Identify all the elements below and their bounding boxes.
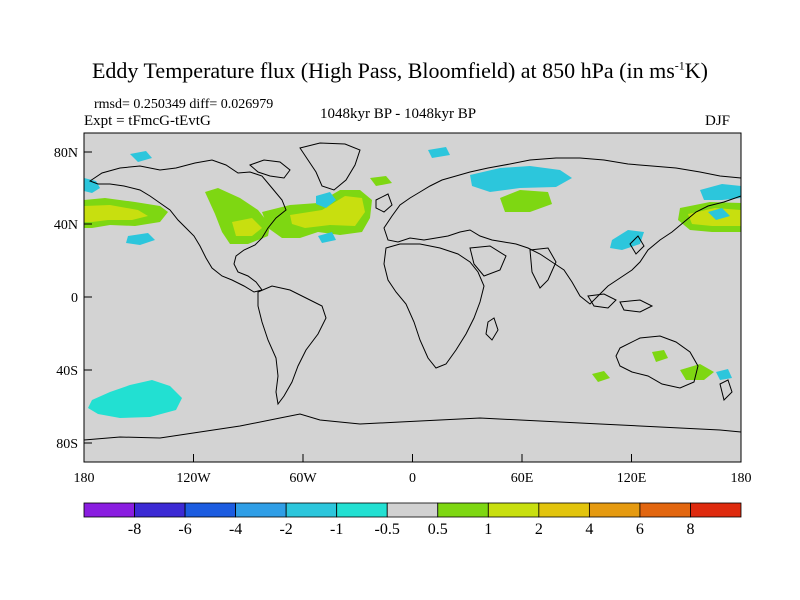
lat-tick-label: 0 — [71, 291, 78, 306]
contour-green-arctic — [370, 176, 392, 186]
lon-tick-label: 120W — [176, 471, 211, 486]
coast-greenland — [299, 142, 361, 191]
colorbar-label: 0.5 — [427, 521, 448, 538]
colorbar-swatch — [386, 502, 439, 518]
coast-new-guinea — [619, 299, 654, 313]
coastlines — [84, 142, 741, 441]
colorbar-label: -1 — [330, 521, 344, 538]
contour-green-central-asia — [500, 190, 552, 212]
contour-yellow-pacific-west — [84, 205, 148, 222]
contour-cyan-pacific-east-small — [708, 208, 730, 220]
colorbar-swatch — [336, 502, 388, 518]
lon-tick-label: 0 — [409, 471, 416, 486]
colorbar-swatch — [235, 502, 287, 518]
colorbar-label: -0.5 — [374, 521, 400, 538]
coast-japan — [629, 235, 645, 255]
stats-label: rmsd= 0.250349 diff= 0.026979 — [94, 97, 274, 112]
contour-cyan-arctic-center — [428, 147, 450, 158]
lon-tick-label: 180 — [74, 471, 95, 486]
colorbar-label: 6 — [635, 521, 644, 538]
contour-green-indian-ocean — [592, 371, 610, 382]
colorbar — [83, 502, 742, 518]
coast-britain — [375, 193, 393, 213]
colorbar-swatch — [83, 502, 135, 518]
coast-antarctica — [84, 413, 741, 441]
contour-cyan-arctic-west — [130, 151, 152, 162]
colorbar-label: 4 — [585, 521, 594, 538]
coast-india — [529, 247, 557, 289]
contour-cyan-pacific-nw — [84, 178, 100, 193]
colorbar-label: 1 — [484, 521, 493, 538]
title-superscript: -1 — [674, 58, 685, 73]
coast-new-zealand — [719, 379, 733, 401]
lon-tick-label: 120E — [617, 471, 647, 486]
lon-tick-label: 60E — [511, 471, 534, 486]
colorbar-label: -6 — [178, 521, 192, 538]
coast-north-america — [88, 159, 287, 293]
colorbar-label: -4 — [228, 521, 243, 538]
colorbar-swatch — [184, 502, 237, 518]
colorbar-label: -8 — [127, 521, 142, 538]
lat-tick-label: 40S — [56, 364, 78, 379]
season-label: DJF — [705, 113, 731, 129]
colorbar-swatch — [487, 502, 540, 518]
colorbar-swatch — [690, 502, 742, 518]
longitude-ticks: 180 120W 60W 0 60E 120E 180 — [74, 454, 752, 486]
coast-africa — [383, 243, 485, 369]
coast-arabia — [469, 245, 507, 277]
anomaly-contours — [84, 147, 741, 418]
contour-cyan-siberia — [470, 166, 572, 192]
coast-canadian-arctic — [249, 159, 291, 179]
colorbar-label: 8 — [686, 521, 695, 538]
coast-australia — [615, 335, 699, 389]
lat-tick-label: 40N — [54, 218, 78, 233]
map-background — [84, 133, 741, 462]
contour-cyan-tasman — [716, 369, 732, 380]
contour-cyan-east-asia — [610, 230, 644, 250]
colorbar-swatch — [639, 502, 691, 518]
colorbar-label: -2 — [279, 521, 293, 538]
contour-cyan-nw-pacific — [700, 184, 741, 200]
lon-tick-label: 60W — [289, 471, 317, 486]
contour-yellow-north-atlantic — [290, 196, 365, 228]
colorbar-swatch — [538, 502, 590, 518]
coast-borneo — [587, 293, 617, 309]
colorbar-swatch — [285, 502, 338, 518]
coast-madagascar — [485, 317, 499, 341]
experiment-label: Expt = tFmcG-tEvtG — [84, 113, 211, 129]
lat-tick-label: 80S — [56, 437, 78, 452]
contour-cyan-atlantic — [316, 192, 336, 208]
map-title: Eddy Temperature flux (High Pass, Bloomf… — [0, 58, 800, 84]
title-suffix-text: K) — [684, 58, 708, 83]
latitude-ticks: 80N 40N 0 40S 80S — [54, 146, 92, 452]
contour-cyan-south-pacific — [88, 380, 182, 418]
title-main-text: Eddy Temperature flux (High Pass, Bloomf… — [91, 58, 675, 83]
contour-green-australia-north — [652, 350, 668, 362]
colorbar-label: 2 — [534, 521, 543, 538]
lon-tick-label: 180 — [731, 471, 752, 486]
colorbar-swatch — [588, 502, 641, 518]
period-label: 1048kyr BP - 1048kyr BP — [320, 106, 477, 122]
contour-cyan-atlantic-small — [318, 232, 336, 243]
coast-eurasia — [383, 157, 741, 305]
coast-south-america — [257, 285, 327, 406]
lat-tick-label: 80N — [54, 146, 78, 161]
colorbar-swatch — [134, 502, 186, 518]
contour-cyan-pacific-small — [126, 233, 155, 245]
colorbar-swatch — [437, 502, 489, 518]
contour-yellow-north-america — [232, 218, 262, 236]
